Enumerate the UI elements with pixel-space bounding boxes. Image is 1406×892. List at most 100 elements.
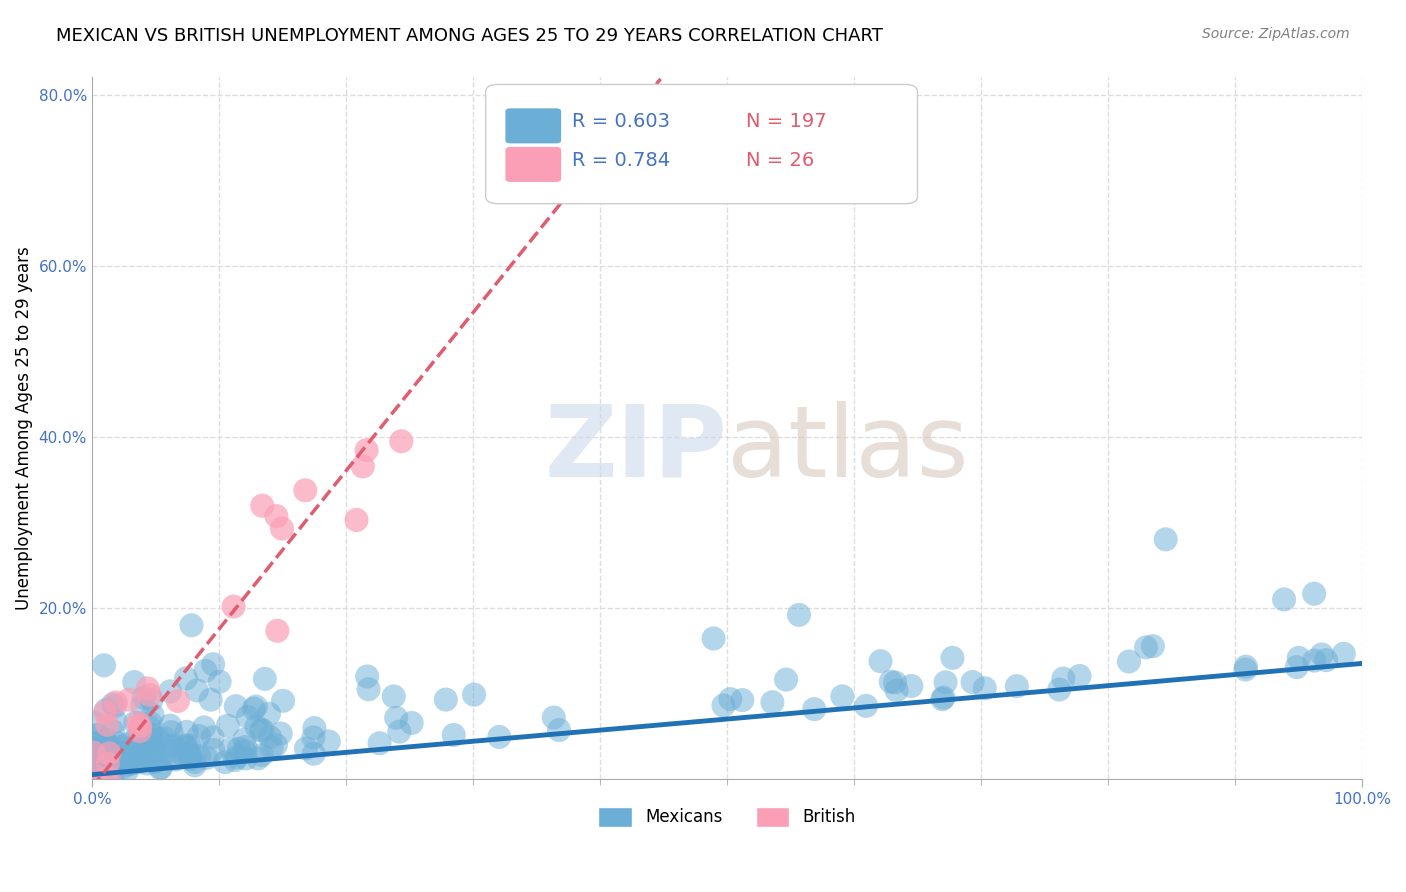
- Point: [97, 756, 120, 771]
- Point: [179, 739, 201, 753]
- FancyBboxPatch shape: [505, 108, 562, 145]
- Point: [89, 764, 111, 778]
- Point: [884, 675, 907, 690]
- Point: [236, 710, 259, 724]
- Text: MEXICAN VS BRITISH UNEMPLOYMENT AMONG AGES 25 TO 29 YEARS CORRELATION CHART: MEXICAN VS BRITISH UNEMPLOYMENT AMONG AG…: [56, 27, 883, 45]
- Point: [132, 690, 155, 705]
- Point: [1234, 659, 1257, 673]
- Point: [103, 745, 125, 759]
- Point: [124, 751, 146, 765]
- Point: [187, 729, 209, 743]
- Point: [434, 692, 457, 706]
- Point: [356, 443, 378, 458]
- Point: [195, 751, 218, 765]
- Point: [389, 434, 412, 449]
- Point: [153, 731, 176, 746]
- Point: [162, 738, 184, 752]
- Point: [101, 724, 124, 739]
- Y-axis label: Unemployment Among Ages 25 to 29 years: Unemployment Among Ages 25 to 29 years: [15, 246, 32, 610]
- Point: [117, 763, 139, 777]
- Point: [245, 719, 267, 733]
- Point: [260, 740, 283, 755]
- Point: [87, 756, 110, 771]
- Text: N = 26: N = 26: [747, 151, 814, 169]
- Point: [141, 693, 163, 707]
- Point: [104, 764, 127, 779]
- Point: [93, 738, 115, 752]
- Point: [1288, 651, 1310, 665]
- Point: [200, 692, 222, 706]
- Point: [93, 745, 115, 759]
- Point: [1047, 682, 1070, 697]
- Point: [388, 724, 411, 739]
- Text: R = 0.603: R = 0.603: [572, 112, 671, 131]
- Point: [703, 632, 725, 646]
- Point: [488, 730, 510, 744]
- Point: [787, 607, 810, 622]
- Point: [228, 741, 250, 756]
- Point: [98, 772, 121, 786]
- Point: [935, 675, 957, 690]
- Point: [382, 690, 405, 704]
- Point: [138, 720, 160, 734]
- Text: ZIP: ZIP: [544, 401, 727, 498]
- Point: [131, 745, 153, 759]
- Point: [103, 759, 125, 773]
- Point: [463, 688, 485, 702]
- Point: [548, 723, 571, 737]
- Point: [869, 654, 891, 668]
- Point: [82, 746, 104, 760]
- Point: [208, 674, 231, 689]
- Point: [159, 684, 181, 698]
- Point: [271, 522, 294, 536]
- Point: [101, 742, 124, 756]
- Point: [122, 675, 145, 690]
- Point: [96, 748, 118, 763]
- Point: [385, 711, 408, 725]
- Point: [266, 509, 288, 524]
- Point: [167, 694, 190, 708]
- Point: [855, 698, 877, 713]
- Point: [141, 733, 163, 747]
- Point: [245, 699, 267, 714]
- Point: [128, 732, 150, 747]
- Point: [259, 730, 281, 744]
- Point: [1285, 660, 1308, 674]
- Point: [225, 699, 247, 714]
- Point: [84, 737, 107, 751]
- Point: [264, 738, 287, 752]
- FancyBboxPatch shape: [505, 146, 562, 183]
- Point: [543, 710, 565, 724]
- Point: [352, 459, 374, 474]
- Point: [731, 693, 754, 707]
- Point: [900, 679, 922, 693]
- Point: [145, 755, 167, 769]
- Point: [180, 618, 202, 632]
- Point: [219, 742, 242, 756]
- Point: [112, 760, 135, 774]
- Point: [141, 707, 163, 722]
- Point: [86, 729, 108, 743]
- Point: [128, 743, 150, 757]
- Point: [128, 753, 150, 767]
- Point: [127, 755, 149, 769]
- Point: [1303, 654, 1326, 668]
- Point: [233, 744, 256, 758]
- Point: [718, 692, 741, 706]
- Point: [104, 758, 127, 772]
- Point: [128, 755, 150, 769]
- Point: [188, 749, 211, 764]
- Point: [266, 624, 288, 638]
- Point: [149, 760, 172, 774]
- Point: [83, 741, 105, 756]
- Point: [346, 513, 368, 527]
- Point: [1234, 663, 1257, 677]
- Point: [101, 753, 124, 767]
- Point: [141, 748, 163, 763]
- Point: [120, 756, 142, 771]
- Point: [318, 734, 340, 748]
- Point: [84, 764, 107, 779]
- FancyBboxPatch shape: [485, 85, 918, 203]
- Point: [357, 682, 380, 697]
- Point: [129, 719, 152, 733]
